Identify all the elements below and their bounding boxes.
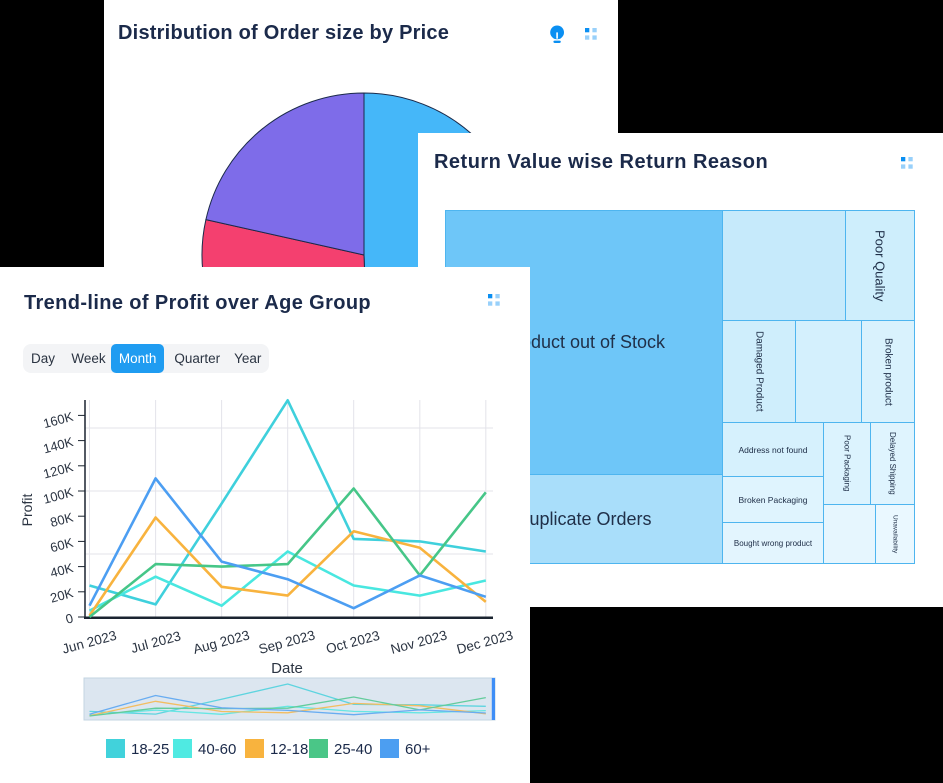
- svg-text:100K: 100K: [42, 484, 76, 506]
- svg-text:120K: 120K: [42, 459, 76, 481]
- svg-text:140K: 140K: [42, 434, 76, 456]
- svg-text:40K: 40K: [49, 560, 76, 581]
- svg-text:Jun 2023: Jun 2023: [61, 628, 119, 657]
- svg-text:60+: 60+: [405, 741, 431, 758]
- svg-text:Nov 2023: Nov 2023: [389, 627, 449, 656]
- svg-text:Jul 2023: Jul 2023: [129, 628, 182, 656]
- svg-text:Oct 2023: Oct 2023: [324, 628, 381, 657]
- svg-text:Date: Date: [271, 660, 303, 677]
- svg-text:Profit: Profit: [19, 494, 35, 527]
- svg-text:Aug 2023: Aug 2023: [191, 627, 251, 656]
- svg-text:12-18: 12-18: [270, 741, 308, 758]
- svg-text:20K: 20K: [49, 585, 76, 606]
- svg-text:80K: 80K: [49, 510, 76, 531]
- svg-text:60K: 60K: [49, 535, 76, 556]
- svg-text:18-25: 18-25: [131, 741, 169, 758]
- svg-text:Dec 2023: Dec 2023: [455, 627, 515, 656]
- svg-text:Sep 2023: Sep 2023: [257, 627, 317, 656]
- svg-text:40-60: 40-60: [198, 741, 236, 758]
- svg-text:160K: 160K: [42, 409, 76, 431]
- svg-text:0: 0: [64, 610, 75, 626]
- svg-text:25-40: 25-40: [334, 741, 372, 758]
